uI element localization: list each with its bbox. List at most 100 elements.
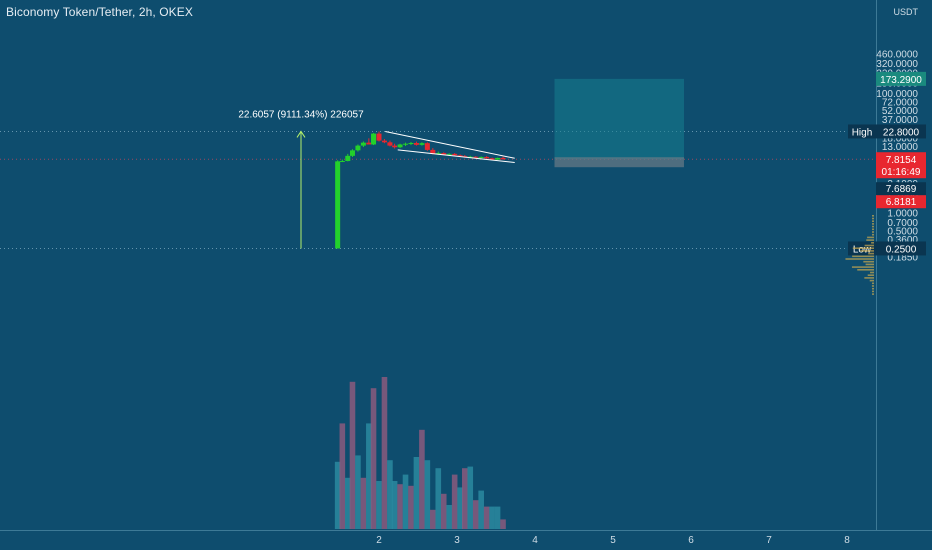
volume-bar (472, 500, 479, 529)
current-price-tag: 7.8154 (886, 155, 917, 166)
candle-body (408, 143, 414, 145)
volume-bar (381, 377, 388, 529)
candle-body (345, 155, 351, 161)
volume-profile-bar (872, 225, 874, 228)
volume-profile-bar (857, 269, 874, 271)
candle-body (495, 157, 501, 160)
candle-body (387, 142, 393, 146)
volume-bar (345, 477, 351, 529)
candle-body (441, 153, 447, 155)
volume-bar (391, 481, 398, 529)
candle-body (435, 153, 441, 155)
price-tick-label: 52.0000 (882, 106, 919, 117)
volume-profile-bar (852, 247, 874, 249)
candle-body (446, 153, 452, 155)
price-tick-label: 72.0000 (882, 98, 919, 109)
wedge-upper-line (385, 130, 515, 159)
volume-bar (500, 519, 506, 529)
volume-bars (334, 377, 506, 529)
volume-profile-bar (872, 293, 874, 295)
current-price-tag-bg (876, 152, 926, 179)
price-tick-label: 0.7000 (887, 218, 918, 229)
high-label: High (852, 127, 873, 138)
time-tick-label: 5 (610, 535, 616, 546)
price-tick-label: 460.0000 (876, 50, 918, 61)
candle-body (500, 157, 506, 160)
price-labels: 173.2900 22.8000 High 0.2500 Low 7.815401:16:… (845, 71, 926, 295)
volume-profile-bar (852, 255, 874, 258)
volume-bar (467, 466, 474, 529)
measure-arrow-head (296, 130, 306, 138)
candle-body (452, 153, 458, 156)
price-tick-label: 0.1850 (887, 252, 918, 263)
volume-bar (494, 506, 501, 529)
volume-profile-bar (872, 287, 874, 290)
volume-profile-bar (872, 233, 874, 236)
volume-profile-bar (851, 266, 874, 268)
candle-body (424, 143, 430, 150)
candle-body (376, 133, 382, 141)
candle-body (392, 145, 398, 148)
stop-zone-box (554, 157, 684, 168)
label-3-bg (876, 195, 926, 209)
volume-profile-bar (868, 252, 874, 255)
volume-bar (334, 461, 341, 529)
candle-body (339, 160, 345, 162)
volume-bar (370, 388, 377, 529)
target-price-tag: 173.2900 (880, 75, 922, 86)
time-tick-label: 6 (688, 535, 694, 546)
label-2-bg (876, 182, 926, 196)
label-3-tag: 6.8181 (886, 197, 917, 208)
candle-body (457, 155, 463, 157)
volume-bar (440, 493, 447, 529)
price-tick-label: 320.0000 (876, 59, 918, 70)
volume-profile-bar (864, 244, 874, 247)
high-price-tag: 22.8000 (883, 127, 920, 138)
volume-bar (397, 484, 403, 529)
volume-profile-bar (872, 217, 874, 220)
volume-profile-bar (872, 231, 874, 233)
price-tick-label: 100.0000 (876, 89, 918, 100)
volume-bar (355, 455, 361, 529)
time-axis[interactable]: 2 3 4 5 6 7 8 (0, 530, 932, 547)
target-box (554, 78, 684, 160)
volume-bar (360, 477, 367, 529)
volume-bar (457, 487, 463, 529)
volume-profile-bar (864, 277, 874, 279)
low-price-tag-bg (876, 241, 926, 256)
volume-bar (446, 505, 452, 529)
price-unit-label: USDT (894, 7, 919, 17)
volume-profile-bar (869, 279, 874, 282)
target-price-tag-bg (876, 71, 926, 86)
volume-profile-bar (872, 290, 874, 293)
volume-profile-bar (860, 250, 874, 252)
volume-profile-bar (866, 239, 874, 241)
candle-body (381, 140, 387, 143)
volume-bar (430, 509, 436, 529)
price-axis-panel (876, 0, 932, 550)
candle-body (403, 143, 409, 145)
countdown-tag: 01:16:49 (882, 167, 921, 178)
candle-body (478, 157, 484, 159)
time-tick-label: 8 (844, 535, 850, 546)
price-tick-label: 13.0000 (882, 142, 919, 153)
volume-bar (408, 485, 414, 529)
volume-bar (478, 490, 484, 529)
time-tick-label: 3 (454, 535, 460, 546)
candle-body (430, 149, 436, 154)
volume-profile-bar (872, 228, 874, 231)
volume-bar (424, 460, 431, 529)
volume-bar (387, 460, 393, 529)
candle-body (371, 133, 377, 145)
volume-profile-bar (863, 260, 874, 263)
volume-profile-bar (845, 258, 874, 260)
chart-title: Biconomy Token/Tether, 2h, OKEX (6, 5, 193, 19)
price-tick-label: 0.3600 (887, 235, 918, 246)
high-label-bg (848, 124, 876, 139)
candlesticks (335, 131, 506, 249)
candle-body (355, 145, 361, 151)
volume-bar (376, 481, 382, 529)
candle-body (489, 158, 495, 160)
volume-bar (413, 457, 420, 529)
